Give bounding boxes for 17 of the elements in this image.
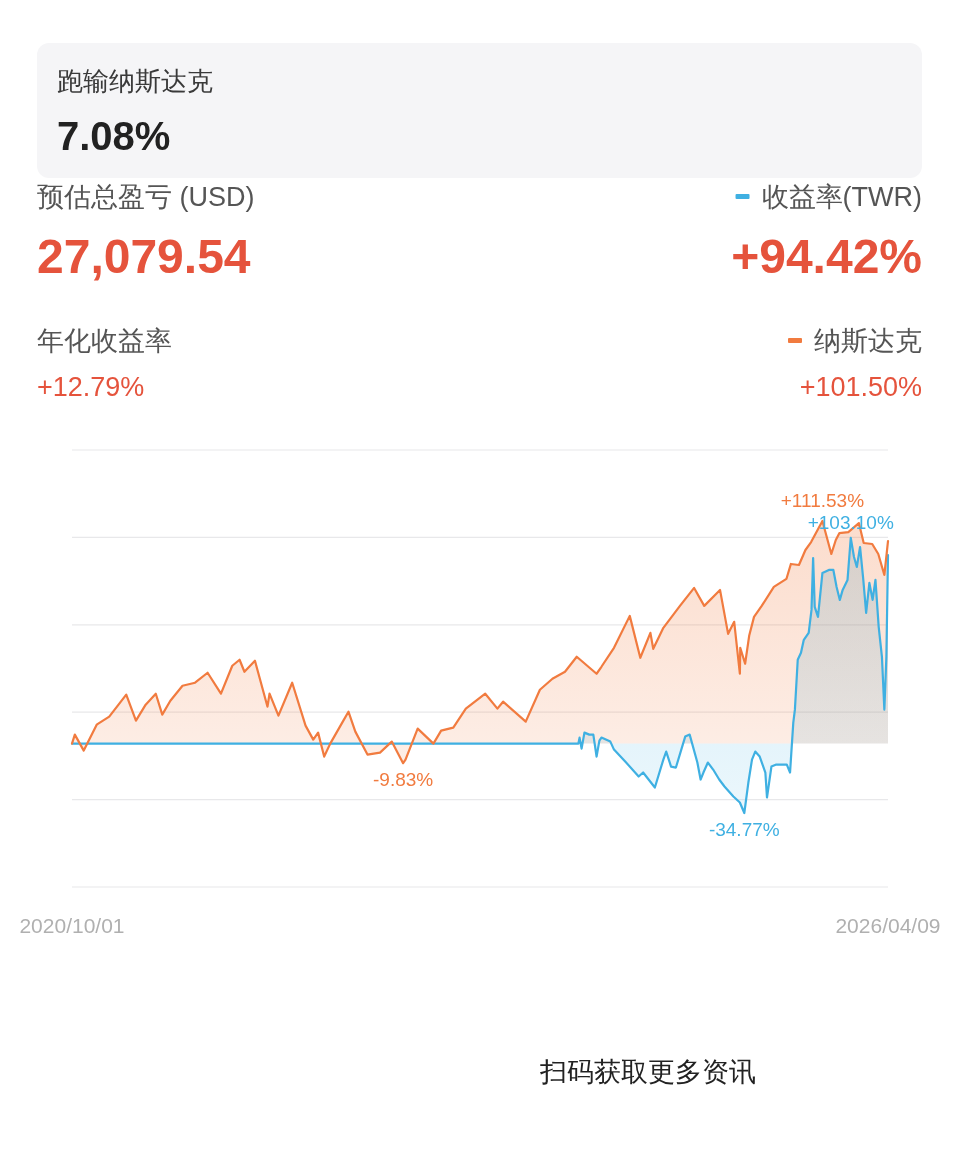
data-label: -34.77% bbox=[708, 819, 780, 840]
annotation: 预估总盈亏 (USD) bbox=[37, 182, 255, 212]
x-tick-label: 2026/04/09 bbox=[835, 914, 941, 937]
legend-label: 纳斯达克 bbox=[814, 326, 922, 356]
legend-label: 收益率(TWR) bbox=[761, 182, 922, 212]
data-label: +111.53% bbox=[780, 489, 865, 511]
annotation: 扫码获取更多资讯 bbox=[540, 1057, 756, 1087]
annotation: +12.79% bbox=[37, 372, 145, 402]
data-label: -9.83% bbox=[373, 769, 434, 791]
annotation: 年化收益率 bbox=[37, 326, 172, 356]
annotation: 27,079.54 bbox=[37, 230, 251, 283]
data-label: +103.10% bbox=[807, 511, 894, 533]
annotation: +101.50% bbox=[799, 372, 922, 402]
annotation: 跑输纳斯达克 bbox=[57, 66, 213, 96]
annotation: 7.08% bbox=[57, 114, 171, 158]
x-tick-label: 2020/10/01 bbox=[19, 914, 125, 937]
annotation: +94.42% bbox=[731, 230, 922, 283]
